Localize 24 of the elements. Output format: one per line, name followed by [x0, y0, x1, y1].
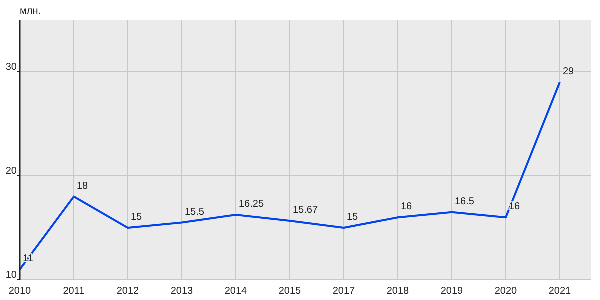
data-label: 16.5: [455, 196, 475, 208]
x-tick-label: 2021: [548, 286, 572, 297]
y-tick-label: 30: [6, 62, 18, 73]
x-tick-label: 2020: [494, 286, 518, 297]
x-tick-label: 2010: [8, 286, 32, 297]
data-label: 16: [401, 202, 413, 213]
x-tick-label: 2019: [440, 286, 464, 297]
data-label: 15.5: [185, 206, 205, 218]
data-label: 29: [563, 66, 575, 78]
y-tick-label: 10: [6, 270, 18, 281]
x-tick-label: 2017: [332, 286, 356, 297]
x-tick-label: 2011: [63, 286, 86, 297]
data-label: 18: [77, 180, 89, 192]
data-label: 15: [347, 212, 359, 223]
x-tick-label: 2014: [224, 286, 248, 297]
data-label: 15.67: [293, 205, 318, 216]
data-label: 16.25: [239, 199, 264, 210]
y-axis-title: млн.: [20, 6, 42, 17]
x-tick-label: 2015: [278, 286, 302, 297]
x-tick-label: 2018: [386, 286, 410, 297]
y-tick-label: 20: [6, 166, 18, 177]
x-tick-label: 2012: [116, 286, 140, 297]
data-label: 15: [131, 212, 143, 223]
x-tick-label: 2013: [170, 286, 194, 297]
